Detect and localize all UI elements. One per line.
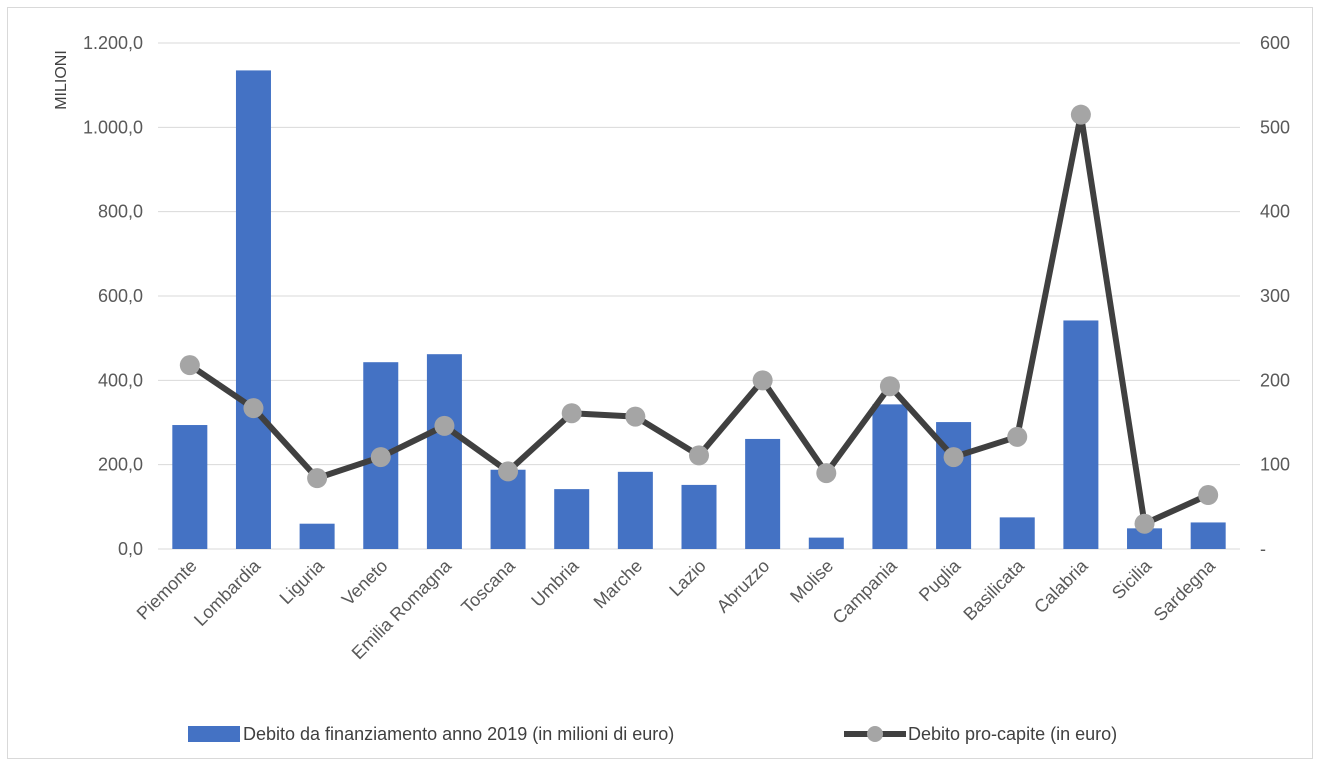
line-series [179,104,1219,534]
bar [1127,528,1163,549]
right-axis-ticks: - 100 200 300 400 500 600 [1260,33,1290,559]
right-tick-label: 200 [1260,370,1290,390]
line-point [498,461,519,482]
bar [490,469,526,549]
chart-frame: 0,0 200,0 400,0 600,0 800,0 1.000,0 1.200,0 - 1… [7,7,1313,759]
bar [999,517,1035,549]
line-point [1134,513,1155,534]
line-point [943,447,964,468]
right-tick-label: 400 [1260,202,1290,222]
line-point [1070,104,1091,125]
bar [1063,320,1099,549]
bar-series [172,70,1226,550]
x-tick-label: Abruzzo [713,556,774,617]
bar [681,484,717,549]
combo-chart: 0,0 200,0 400,0 600,0 800,0 1.000,0 1.200,0 - 1… [53,33,1290,744]
left-tick-label: 600,0 [98,286,143,306]
x-tick-label: Liguria [276,555,329,608]
legend: Debito da finanziamento anno 2019 (in mi… [188,724,1117,744]
right-tick-label: 600 [1260,33,1290,53]
line-point [625,406,646,427]
x-tick-label: Piemonte [133,556,201,624]
legend-line-marker [867,726,883,742]
line-point [1198,485,1219,506]
line-point [689,445,709,466]
line-point [879,376,900,397]
line-point [561,403,582,424]
right-tick-label: - [1260,539,1266,559]
left-tick-label: 400,0 [98,370,143,390]
x-tick-label: Marche [590,556,647,613]
x-tick-label: Lazio [665,556,710,601]
bar [172,425,208,549]
x-tick-label: Sardegna [1150,555,1220,625]
left-tick-label: 1.000,0 [83,117,143,137]
x-tick-label: Puglia [915,555,965,605]
y-axis-title: MILIONI [53,50,70,110]
right-tick-label: 100 [1260,455,1290,475]
x-tick-label: Basilicata [959,555,1028,624]
left-axis-ticks: 0,0 200,0 400,0 600,0 800,0 1.000,0 1.200,0 [83,33,143,559]
bar [554,489,590,549]
x-tick-label: Calabria [1030,555,1092,617]
line-point [179,355,200,376]
bar [745,438,781,549]
bar [1190,522,1226,549]
line-point [243,398,264,419]
left-tick-label: 800,0 [98,202,143,222]
left-tick-label: 0,0 [118,539,143,559]
x-tick-label: Lombardia [190,555,265,630]
legend-bar-swatch [188,726,240,742]
legend-bar-label: Debito da finanziamento anno 2019 (in mi… [243,724,674,744]
x-tick-label: Toscana [457,555,519,617]
line-point [434,415,455,436]
left-tick-label: 200,0 [98,455,143,475]
bar [872,404,908,549]
x-tick-label: Umbria [527,555,583,611]
x-tick-label: Veneto [338,556,392,610]
line-point [816,463,837,484]
right-tick-label: 300 [1260,286,1290,306]
bar [299,523,335,549]
left-tick-label: 1.200,0 [83,33,143,53]
x-tick-label: Sicilia [1108,555,1156,603]
line-point [752,370,773,391]
line-point [307,468,328,489]
legend-line-label: Debito pro-capite (in euro) [908,724,1117,744]
right-tick-label: 500 [1260,117,1290,137]
line-point [1007,426,1028,447]
x-tick-label: Campania [829,555,902,628]
bar [617,471,653,549]
bar [808,537,844,549]
line-point [370,447,391,468]
gridlines [158,42,1240,550]
x-tick-label: Molise [786,556,837,607]
bar [426,354,462,549]
bar [235,70,271,550]
